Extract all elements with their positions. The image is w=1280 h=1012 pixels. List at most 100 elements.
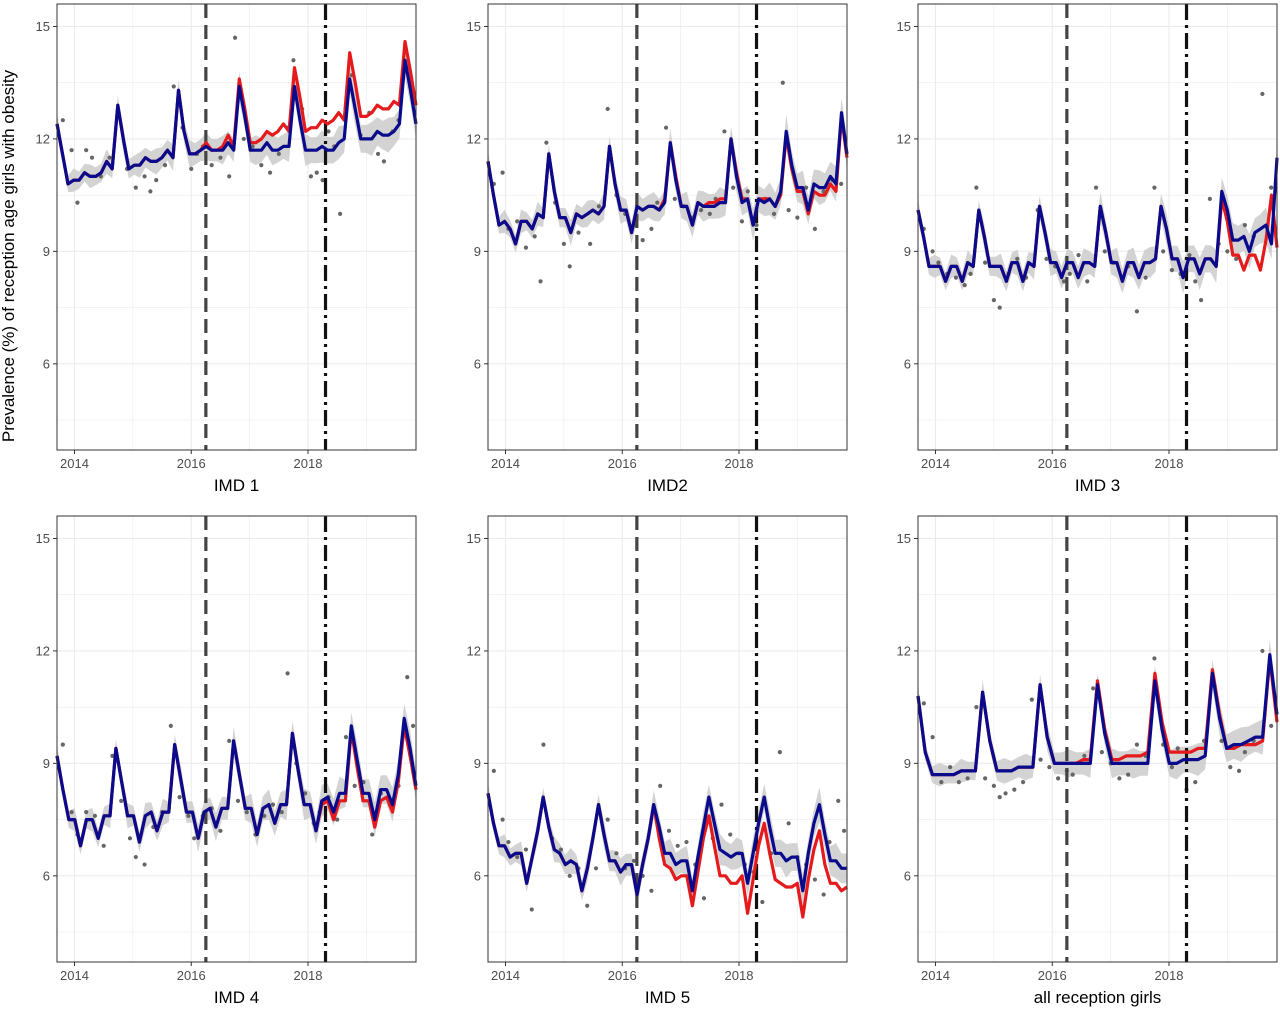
- data-point: [1219, 738, 1224, 743]
- data-point: [189, 166, 194, 172]
- data-point: [605, 106, 610, 112]
- x-tick-label: 2016: [608, 968, 637, 983]
- y-tick-label: 6: [43, 356, 50, 371]
- panel-border: [56, 3, 417, 451]
- y-axis-label: Prevalence (%) of reception age girls wi…: [0, 69, 18, 442]
- data-point: [1260, 91, 1265, 97]
- data-point: [285, 671, 290, 676]
- data-point: [515, 219, 520, 224]
- data-point: [1044, 256, 1049, 261]
- series-line-counterfactual: [55, 716, 418, 848]
- data-point: [101, 843, 106, 848]
- data-point: [133, 854, 138, 860]
- y-tick-label: 15: [897, 531, 911, 546]
- observed-points: [921, 91, 1274, 314]
- data-point: [827, 839, 832, 845]
- observed-points: [921, 648, 1274, 800]
- data-point: [538, 279, 543, 284]
- data-point: [1093, 185, 1099, 190]
- data-point: [69, 809, 74, 815]
- data-point: [655, 200, 660, 205]
- data-point: [1126, 772, 1131, 777]
- data-point: [1143, 275, 1148, 280]
- data-point: [544, 140, 549, 145]
- panel-3: 6 9 12 15 2014 2016 2018 IMD 3: [897, 3, 1279, 495]
- y-tick-label: 12: [467, 131, 481, 146]
- data-point: [60, 118, 65, 123]
- data-point: [804, 185, 809, 190]
- data-point: [320, 178, 325, 183]
- data-point: [588, 241, 593, 246]
- y-ticks: 6 9 12 15: [467, 19, 488, 371]
- x-tick-label: 2018: [725, 456, 754, 471]
- data-point: [707, 211, 712, 216]
- panel-background: [488, 4, 847, 450]
- data-point: [1067, 271, 1072, 276]
- data-point: [567, 873, 572, 878]
- data-point: [701, 896, 707, 901]
- y-tick-label: 12: [467, 643, 481, 658]
- data-point: [722, 129, 727, 134]
- data-point: [142, 174, 147, 179]
- data-point: [326, 129, 331, 134]
- x-tick-label: 2018: [1155, 456, 1184, 471]
- series-line-counterfactual: [916, 653, 1279, 777]
- data-point: [1082, 753, 1087, 758]
- data-point: [89, 155, 95, 160]
- panel-background: [488, 516, 847, 962]
- data-point: [209, 163, 214, 168]
- panel-1: 6 9 12 15 2014 2016 2018 IMD 1: [36, 3, 418, 495]
- data-point: [786, 821, 791, 826]
- data-point: [640, 238, 645, 243]
- data-point: [821, 892, 826, 897]
- data-point: [142, 862, 147, 867]
- data-point: [1152, 656, 1157, 661]
- x-tick-label: 2016: [608, 456, 637, 471]
- data-point: [812, 877, 817, 882]
- data-point: [760, 899, 765, 905]
- data-point: [983, 776, 988, 781]
- panel-border: [487, 3, 848, 451]
- data-point: [596, 204, 602, 209]
- data-point: [267, 170, 273, 175]
- series-line-counterfactual: [486, 111, 849, 246]
- panel-border: [917, 3, 1278, 451]
- panel-background: [57, 4, 416, 450]
- data-point: [962, 282, 967, 288]
- y-ticks: 6 9 12 15: [36, 531, 57, 883]
- x-tick-label: 2018: [1155, 968, 1184, 983]
- data-point: [515, 854, 520, 860]
- confidence-ribbon: [57, 703, 416, 855]
- data-point: [1020, 780, 1026, 785]
- y-tick-label: 6: [904, 868, 911, 883]
- data-point: [1269, 723, 1274, 728]
- data-point: [777, 750, 782, 755]
- y-tick-label: 6: [474, 868, 481, 883]
- data-point: [728, 832, 733, 837]
- y-tick-label: 6: [474, 356, 481, 371]
- x-tick-label: 2014: [60, 456, 89, 471]
- data-point: [1085, 279, 1090, 284]
- data-point: [1269, 185, 1274, 190]
- data-point: [1047, 765, 1052, 770]
- y-tick-label: 12: [897, 131, 911, 146]
- data-point: [532, 234, 537, 239]
- data-point: [1236, 768, 1242, 773]
- y-ticks: 6 9 12 15: [897, 531, 918, 883]
- data-point: [60, 742, 65, 747]
- x-ticks: 2014 2016 2018: [491, 962, 753, 983]
- y-tick-label: 6: [904, 356, 911, 371]
- data-point: [381, 159, 386, 164]
- panel-border: [56, 515, 417, 963]
- series-line-counterfactual: [486, 793, 847, 897]
- y-tick-label: 15: [36, 531, 50, 546]
- data-point: [500, 817, 505, 822]
- data-point: [1029, 697, 1034, 702]
- data-point: [991, 783, 996, 788]
- panel-border: [917, 515, 1278, 963]
- data-point: [1193, 279, 1198, 284]
- y-tick-label: 15: [467, 531, 481, 546]
- data-point: [133, 185, 138, 190]
- data-point: [335, 817, 340, 822]
- data-point: [500, 170, 505, 175]
